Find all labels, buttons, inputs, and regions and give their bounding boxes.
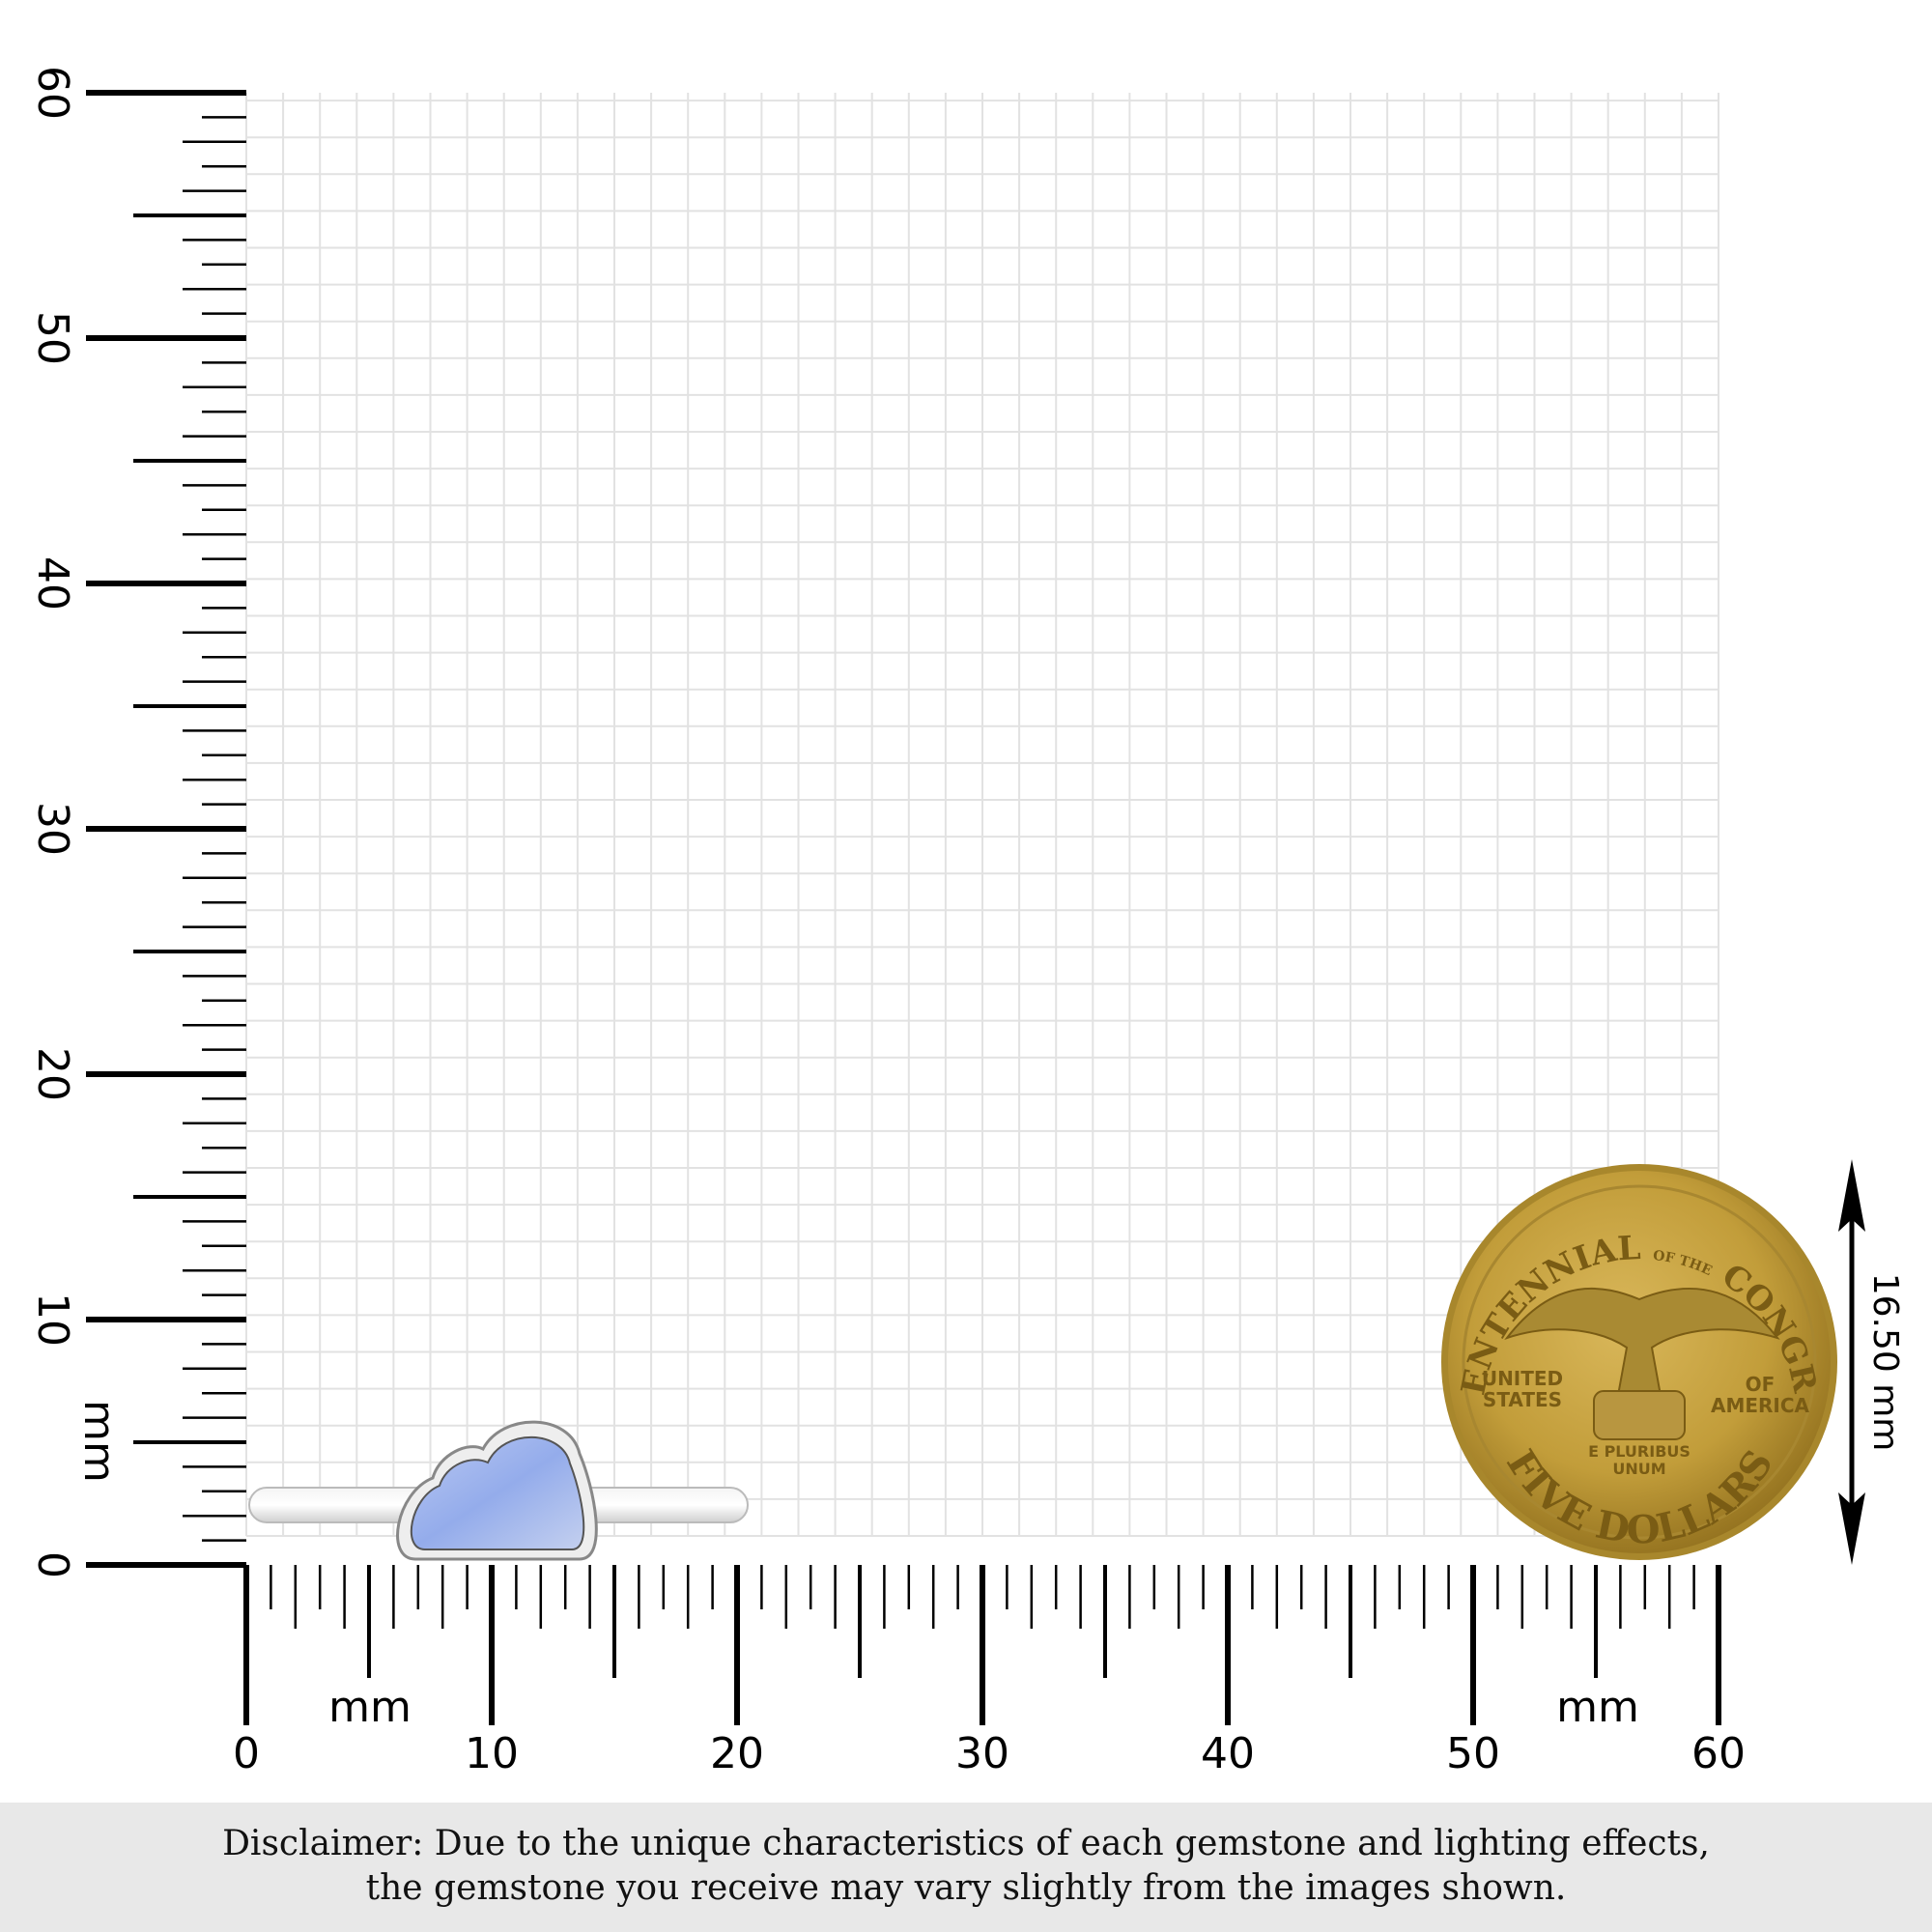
y-tick-label: 60: [28, 66, 77, 120]
horizontal-ruler: 0 10 20 30 40 50 60: [233, 1565, 1746, 1778]
x-tick-label: 0: [233, 1729, 260, 1778]
vertical-ruler: 0 10 20 30 40 50 60: [28, 66, 246, 1578]
vertical-unit-label: mm: [74, 1400, 124, 1483]
diameter-label: 16.50 mm: [1865, 1273, 1905, 1452]
diameter-arrow-icon: [1838, 1159, 1865, 1565]
cloud-ring-image: [248, 1420, 749, 1561]
x-tick-label: 50: [1446, 1729, 1500, 1778]
y-tick-label: 50: [28, 311, 77, 365]
horizontal-unit-label-right: mm: [1556, 1683, 1639, 1732]
x-tick-label: 30: [955, 1729, 1009, 1778]
disclaimer-line-2: the gemstone you receive may vary slight…: [365, 1868, 1567, 1908]
moonstone-gem: [410, 1435, 585, 1550]
x-tick-label: 40: [1201, 1729, 1255, 1778]
x-tick-label: 60: [1691, 1729, 1746, 1778]
y-tick-label: 20: [28, 1047, 77, 1101]
y-tick-label: 40: [28, 556, 77, 611]
y-tick-label: 30: [28, 802, 77, 856]
x-tick-label: 10: [465, 1729, 519, 1778]
coin-five-dollars: BICENTENNIAL OF THE CONGRESS FIVE DOLLAR…: [0, 0, 1837, 1560]
horizontal-unit-label-left: mm: [328, 1683, 412, 1732]
y-tick-label: 0: [28, 1551, 77, 1578]
disclaimer-line-1: Disclaimer: Due to the unique characteri…: [222, 1824, 1710, 1863]
x-tick-label: 20: [710, 1729, 764, 1778]
disclaimer: Disclaimer: Due to the unique characteri…: [0, 1803, 1932, 1932]
eagle-icon: [1504, 1287, 1780, 1402]
y-tick-label: 10: [28, 1293, 77, 1347]
